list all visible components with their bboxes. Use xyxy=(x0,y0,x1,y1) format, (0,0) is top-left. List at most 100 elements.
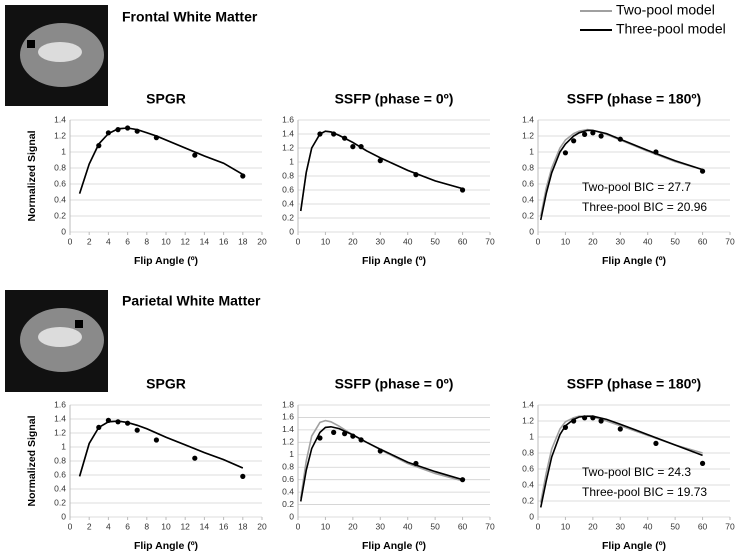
x-tick-label: 50 xyxy=(430,521,440,531)
x-tick-label: 40 xyxy=(403,521,413,531)
data-point xyxy=(598,418,604,424)
data-point xyxy=(562,150,569,156)
y-tick-label: 0.8 xyxy=(522,447,534,457)
y-tick-label: 0 xyxy=(61,226,66,236)
y-tick-label: 0.4 xyxy=(522,194,534,204)
annotation: Two-pool BIC = 27.7 xyxy=(582,180,691,194)
x-tick-label: 4 xyxy=(106,521,111,531)
plot-title: SPGR xyxy=(146,376,186,392)
x-tick-label: 0 xyxy=(68,521,73,531)
x-tick-label: 50 xyxy=(670,521,680,531)
data-point xyxy=(240,173,246,179)
data-point xyxy=(105,417,111,423)
y-tick-label: 1.6 xyxy=(282,412,294,422)
data-point xyxy=(331,131,337,137)
x-tick-label: 30 xyxy=(376,521,386,531)
x-tick-label: 8 xyxy=(144,521,149,531)
x-axis-label: Flip Angle (º) xyxy=(134,255,198,267)
model-curve xyxy=(299,130,463,212)
data-point xyxy=(571,138,577,144)
x-tick-label: 6 xyxy=(125,236,130,246)
y-tick-label: 0.2 xyxy=(54,210,66,220)
y-tick-label: 1.2 xyxy=(522,130,534,140)
x-tick-label: 0 xyxy=(536,521,541,531)
y-tick-label: 0 xyxy=(289,511,294,521)
data-point xyxy=(342,135,348,141)
y-axis-label: Normalized Signal xyxy=(26,130,38,221)
x-tick-label: 30 xyxy=(616,521,626,531)
y-tick-label: 0.6 xyxy=(522,463,534,473)
annotation: Three-pool BIC = 20.96 xyxy=(582,200,707,214)
x-axis-label: Flip Angle (º) xyxy=(362,255,426,267)
data-point xyxy=(153,437,159,443)
y-tick-label: 0.8 xyxy=(282,461,294,471)
data-point xyxy=(590,130,596,136)
x-tick-label: 40 xyxy=(403,236,413,246)
data-point xyxy=(699,168,706,174)
y-tick-label: 0.2 xyxy=(54,497,66,507)
y-tick-label: 1.4 xyxy=(282,424,294,434)
data-point xyxy=(617,426,623,432)
y-tick-label: 0 xyxy=(529,511,534,521)
brain-shape xyxy=(38,42,82,62)
data-point xyxy=(413,460,419,467)
y-tick-label: 1.4 xyxy=(522,114,534,124)
data-point xyxy=(115,419,121,425)
data-point xyxy=(317,131,323,137)
x-tick-label: 8 xyxy=(144,236,149,246)
x-tick-label: 10 xyxy=(561,236,571,246)
y-tick-label: 0.4 xyxy=(282,198,294,208)
y-tick-label: 1.2 xyxy=(54,427,66,437)
x-tick-label: 18 xyxy=(238,236,248,246)
x-tick-label: 70 xyxy=(485,521,495,531)
brain-shape xyxy=(38,327,82,347)
x-axis-label: Flip Angle (º) xyxy=(602,540,666,552)
data-point xyxy=(377,448,383,454)
model-curve xyxy=(299,425,463,502)
y-tick-label: 0.2 xyxy=(522,495,534,505)
y-tick-label: 0.6 xyxy=(282,474,294,484)
data-point xyxy=(192,152,198,158)
legend-label: Three-pool model xyxy=(616,21,726,37)
y-tick-label: 1.6 xyxy=(54,399,66,409)
data-point xyxy=(582,415,588,421)
x-tick-label: 50 xyxy=(670,236,680,246)
x-tick-label: 0 xyxy=(68,236,73,246)
data-point xyxy=(192,455,198,461)
data-point xyxy=(134,128,140,134)
y-tick-label: 0.2 xyxy=(282,212,294,222)
x-tick-label: 0 xyxy=(536,236,541,246)
roi-marker xyxy=(75,320,83,328)
x-tick-label: 10 xyxy=(321,521,331,531)
y-tick-label: 1 xyxy=(61,441,66,451)
y-tick-label: 1 xyxy=(289,449,294,459)
x-tick-label: 40 xyxy=(643,521,653,531)
data-point xyxy=(115,127,121,133)
data-point xyxy=(571,418,577,424)
legend-label: Two-pool model xyxy=(616,2,715,18)
x-tick-label: 0 xyxy=(296,236,301,246)
x-tick-label: 30 xyxy=(376,236,386,246)
data-point xyxy=(582,131,588,137)
y-tick-label: 0.6 xyxy=(54,178,66,188)
model-curve xyxy=(299,419,463,499)
x-tick-label: 40 xyxy=(643,236,653,246)
x-tick-label: 14 xyxy=(200,236,210,246)
data-point xyxy=(350,433,356,439)
y-tick-label: 0.4 xyxy=(282,486,294,496)
model-curve xyxy=(78,420,244,477)
y-tick-label: 1.8 xyxy=(282,399,294,409)
data-point xyxy=(105,130,111,136)
data-point xyxy=(653,440,659,446)
plot-title: SSFP (phase = 0º) xyxy=(335,376,454,392)
x-axis-label: Flip Angle (º) xyxy=(602,255,666,267)
y-tick-label: 1.2 xyxy=(282,142,294,152)
model-curve xyxy=(78,127,244,194)
roi-marker xyxy=(27,40,35,48)
plot-title: SSFP (phase = 180º) xyxy=(567,91,701,107)
annotation: Three-pool BIC = 19.73 xyxy=(582,485,707,499)
section-title: Parietal White Matter xyxy=(122,293,261,309)
x-tick-label: 4 xyxy=(106,236,111,246)
x-tick-label: 20 xyxy=(257,236,267,246)
y-tick-label: 0.8 xyxy=(54,162,66,172)
